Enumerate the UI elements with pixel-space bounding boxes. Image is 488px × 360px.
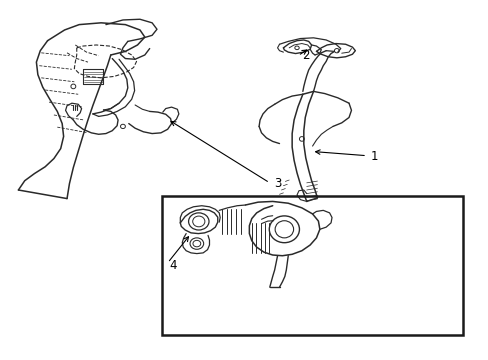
Bar — [162, 196, 462, 336]
Text: 4: 4 — [169, 259, 176, 272]
Text: 3: 3 — [273, 177, 281, 190]
Text: 2: 2 — [301, 49, 309, 62]
Text: 1: 1 — [370, 150, 378, 163]
